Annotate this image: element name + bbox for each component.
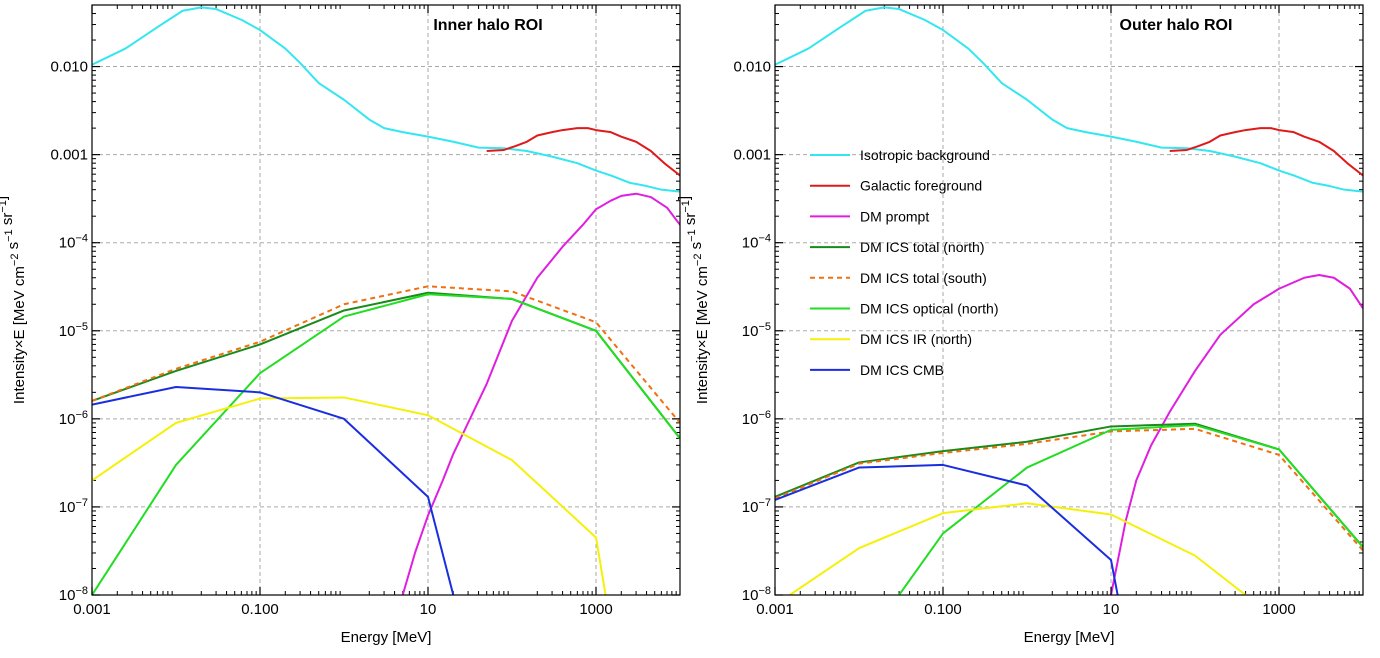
series-line-isotropic-background bbox=[775, 6, 1363, 193]
y-tick-label: 10−4 bbox=[59, 233, 88, 252]
y-axis-label: Intensity×E [MeV cm−2 s−1 sr−1] bbox=[0, 196, 28, 404]
y-tick-label: 0.010 bbox=[50, 59, 88, 76]
chart-panel-2: 0.001 0.100 10 1000 10−8 10−7 10−6 10−5 10−4 0.00… bbox=[676, 4, 1364, 646]
legend-entry-label: DM ICS total (south) bbox=[860, 270, 987, 286]
panel-title: Outer halo ROI bbox=[1120, 17, 1233, 34]
legend-entry-label: DM prompt bbox=[860, 208, 929, 224]
series-line-dm-prompt bbox=[401, 192, 680, 595]
x-tick-label: 1000 bbox=[1262, 601, 1295, 618]
series-line-galactic-foreground bbox=[1169, 127, 1363, 177]
legend-entry-label: DM ICS total (north) bbox=[860, 239, 984, 255]
y-tick-label: 10−6 bbox=[59, 409, 88, 428]
legend-entry-label: Galactic foreground bbox=[860, 178, 982, 194]
x-tick-label: 0.100 bbox=[924, 601, 962, 618]
x-axis-label: Energy [MeV] bbox=[1024, 629, 1115, 646]
series-line-dm-ics-optical-north bbox=[92, 293, 680, 595]
series-line-dm-ics-total-north bbox=[775, 422, 1363, 548]
x-tick-label: 10 bbox=[420, 601, 437, 618]
x-axis-label: Energy [MeV] bbox=[341, 629, 432, 646]
panel-title: Inner halo ROI bbox=[433, 17, 542, 34]
x-tick-label: 10 bbox=[1103, 601, 1120, 618]
y-tick-label: 0.001 bbox=[733, 147, 771, 164]
plot-frame bbox=[774, 4, 1364, 596]
y-tick-label: 10−4 bbox=[742, 233, 771, 252]
series-line-galactic-foreground bbox=[486, 127, 680, 177]
series-line-dm-ics-cmb bbox=[775, 463, 1119, 595]
legend-entry-label: DM ICS optical (north) bbox=[860, 301, 998, 317]
x-tick-label: 1000 bbox=[579, 601, 612, 618]
series-line-dm-ics-total-south bbox=[92, 285, 680, 424]
series-line-dm-ics-ir-north bbox=[92, 396, 607, 595]
legend-entry-label: DM ICS IR (north) bbox=[860, 331, 972, 347]
y-tick-label: 0.001 bbox=[50, 147, 88, 164]
y-tick-label: 10−7 bbox=[59, 497, 88, 516]
chart-panel-1: 0.001 0.100 10 1000 10−8 10−7 10−6 10−5 10−4 0.00… bbox=[0, 4, 681, 646]
series-line-isotropic-background bbox=[92, 6, 680, 193]
plot-frame bbox=[91, 4, 681, 596]
y-tick-label: 10−6 bbox=[742, 409, 771, 428]
y-tick-label: 0.010 bbox=[733, 59, 771, 76]
y-tick-label: 10−5 bbox=[59, 321, 88, 340]
series-line-dm-ics-optical-north bbox=[897, 424, 1363, 595]
series-line-dm-ics-total-north bbox=[92, 291, 680, 440]
series-line-dm-prompt bbox=[1110, 273, 1363, 595]
y-tick-label: 10−7 bbox=[742, 497, 771, 516]
series-line-dm-ics-ir-north bbox=[789, 502, 1247, 595]
legend-entry-label: Isotropic background bbox=[860, 147, 990, 163]
series-line-dm-ics-cmb bbox=[92, 385, 455, 595]
legend: Isotropic background Galactic foreground D… bbox=[810, 147, 998, 378]
y-tick-label: 10−8 bbox=[59, 585, 88, 604]
x-tick-label: 0.001 bbox=[73, 601, 111, 618]
y-tick-label: 10−8 bbox=[742, 585, 771, 604]
y-tick-label: 10−5 bbox=[742, 321, 771, 340]
legend-entry-label: DM ICS CMB bbox=[860, 362, 944, 378]
x-tick-label: 0.001 bbox=[756, 601, 794, 618]
y-axis-label: Intensity×E [MeV cm−2 s−1 sr−1] bbox=[676, 196, 711, 404]
x-tick-label: 0.100 bbox=[241, 601, 279, 618]
